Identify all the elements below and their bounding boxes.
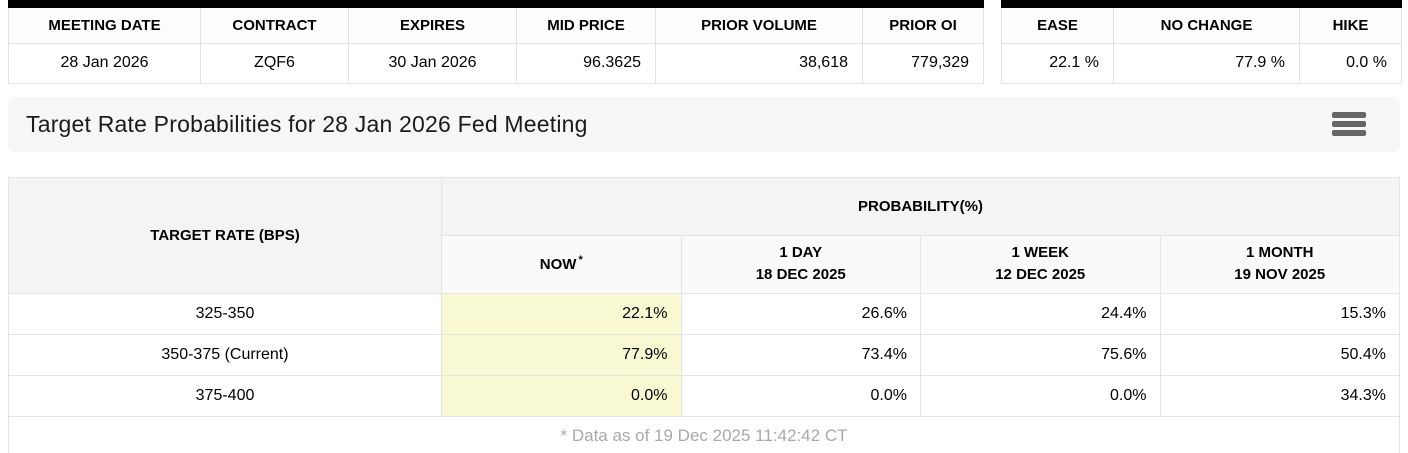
hamburger-icon xyxy=(1332,130,1366,136)
footnote-asterisk: * xyxy=(578,253,583,266)
target-rate-label: 375-400 xyxy=(8,374,442,417)
prior-volume-value: 38,618 xyxy=(655,42,863,84)
one-week-probability: 0.0% xyxy=(920,374,1161,417)
expires-value: 30 Jan 2026 xyxy=(348,42,517,84)
one-month-probability: 15.3% xyxy=(1159,292,1400,335)
day-label: 1 DAY xyxy=(779,244,823,262)
page-title: Target Rate Probabilities for 28 Jan 202… xyxy=(26,110,588,137)
hike-value: 0.0 % xyxy=(1299,42,1402,84)
table-row: 375-400 0.0% 0.0% 0.0% 34.3% xyxy=(8,374,1400,417)
now-label: NOW xyxy=(539,255,577,273)
table-group-header-row: TARGET RATE (BPS) PROBABILITY(%) xyxy=(8,176,1400,294)
col-header-hike: HIKE xyxy=(1299,3,1402,44)
table-row: 325-350 22.1% 26.6% 24.4% 15.3% xyxy=(8,292,1400,335)
col-header-prior-volume: PRIOR VOLUME xyxy=(655,3,863,44)
table-row: 28 Jan 2026 ZQF6 30 Jan 2026 96.3625 38,… xyxy=(8,42,984,84)
col-header-mid-price: MID PRICE xyxy=(516,3,656,44)
contract-value: ZQF6 xyxy=(200,42,349,84)
now-probability: 22.1% xyxy=(441,292,682,335)
col-header-1-week: 1 WEEK 12 DEC 2025 xyxy=(920,234,1161,294)
ease-value: 22.1 % xyxy=(1001,42,1114,84)
week-label: 1 WEEK xyxy=(1011,244,1069,262)
hamburger-icon xyxy=(1332,112,1366,118)
col-header-1-day: 1 DAY 18 DEC 2025 xyxy=(680,234,921,294)
one-day-probability: 73.4% xyxy=(680,333,921,376)
col-header-contract: CONTRACT xyxy=(200,3,349,44)
probability-summary-table: EASE NO CHANGE HIKE 22.1 % 77.9 % 0.0 % xyxy=(1001,0,1402,84)
col-group-header-probability: PROBABILITY(%) xyxy=(441,176,1400,236)
prior-oi-value: 779,329 xyxy=(862,42,984,84)
target-rate-label: 350-375 (Current) xyxy=(8,333,442,376)
now-probability: 77.9% xyxy=(441,333,682,376)
table-footer-row: * Data as of 19 Dec 2025 11:42:42 CT xyxy=(8,415,1400,453)
target-rate-label: 325-350 xyxy=(8,292,442,335)
now-probability: 0.0% xyxy=(441,374,682,417)
chart-title-bar: Target Rate Probabilities for 28 Jan 202… xyxy=(8,96,1400,152)
col-header-expires: EXPIRES xyxy=(348,3,517,44)
one-day-probability: 26.6% xyxy=(680,292,921,335)
col-header-target-rate: TARGET RATE (BPS) xyxy=(8,176,442,294)
table-row: 350-375 (Current) 77.9% 73.4% 75.6% 50.4… xyxy=(8,333,1400,376)
day-date: 18 DEC 2025 xyxy=(755,266,846,283)
one-day-probability: 0.0% xyxy=(680,374,921,417)
month-label: 1 MONTH xyxy=(1246,244,1314,262)
table-header-row: MEETING DATE CONTRACT EXPIRES MID PRICE … xyxy=(8,3,984,44)
table-row: 22.1 % 77.9 % 0.0 % xyxy=(1001,42,1402,84)
hamburger-menu-button[interactable] xyxy=(1328,108,1370,140)
no-change-value: 77.9 % xyxy=(1113,42,1300,84)
data-as-of-footnote: * Data as of 19 Dec 2025 11:42:42 CT xyxy=(8,415,1400,453)
col-header-meeting-date: MEETING DATE xyxy=(8,3,201,44)
col-header-now: NOW * xyxy=(441,234,682,294)
table-subheader-row: NOW * 1 DAY 18 DEC 2025 1 WEEK 12 DEC 202… xyxy=(9,234,1400,294)
col-header-prior-oi: PRIOR OI xyxy=(862,3,984,44)
col-header-no-change: NO CHANGE xyxy=(1113,3,1300,44)
mid-price-value: 96.3625 xyxy=(516,42,656,84)
month-date: 19 NOV 2025 xyxy=(1234,266,1326,283)
target-rate-probability-section: TARGET RATE (BPS) PROBABILITY(%) NOW * 1 … xyxy=(8,176,1400,453)
target-rate-probability-table: TARGET RATE (BPS) PROBABILITY(%) NOW * 1 … xyxy=(8,176,1400,453)
one-week-probability: 24.4% xyxy=(920,292,1161,335)
contract-summary-row: MEETING DATE CONTRACT EXPIRES MID PRICE … xyxy=(0,0,1408,84)
meeting-date-value: 28 Jan 2026 xyxy=(8,42,201,84)
one-month-probability: 50.4% xyxy=(1159,333,1400,376)
one-month-probability: 34.3% xyxy=(1159,374,1400,417)
one-week-probability: 75.6% xyxy=(920,333,1161,376)
col-header-1-month: 1 MONTH 19 NOV 2025 xyxy=(1159,234,1400,294)
col-header-ease: EASE xyxy=(1001,3,1114,44)
week-date: 12 DEC 2025 xyxy=(995,266,1086,283)
table-header-row: EASE NO CHANGE HIKE xyxy=(1001,3,1402,44)
hamburger-icon xyxy=(1332,121,1366,127)
contract-summary-table: MEETING DATE CONTRACT EXPIRES MID PRICE … xyxy=(8,0,984,84)
